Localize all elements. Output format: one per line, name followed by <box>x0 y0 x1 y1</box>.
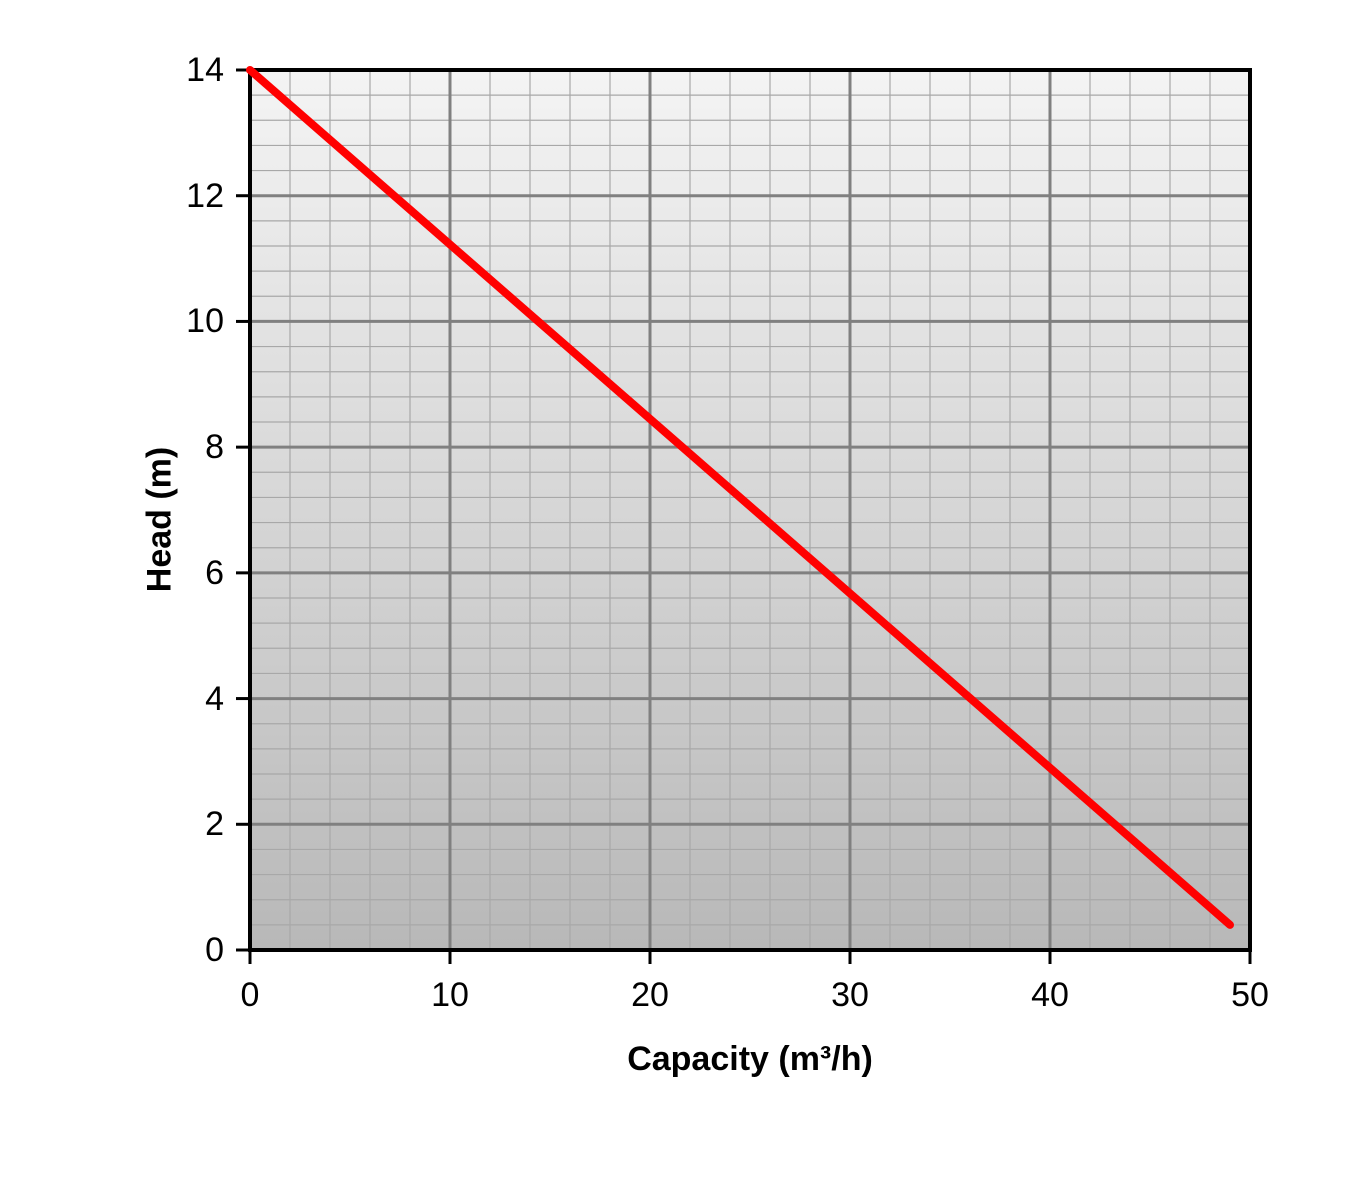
x-axis-label: Capacity (m³/h) <box>550 1040 950 1079</box>
pump-curve-chart: Head (m) Capacity (m³/h) 01020304050 024… <box>50 60 1310 1140</box>
y-tick-label: 14 <box>160 51 224 90</box>
y-tick-label: 0 <box>160 931 224 970</box>
y-tick-label: 6 <box>160 554 224 593</box>
x-tick-label: 30 <box>820 976 880 1015</box>
plot-area <box>250 70 1250 950</box>
y-tick-label: 12 <box>160 177 224 216</box>
page: Head (m) Capacity (m³/h) 01020304050 024… <box>0 0 1360 1200</box>
x-tick-label: 0 <box>220 976 280 1015</box>
y-tick-label: 2 <box>160 805 224 844</box>
x-tick-label: 50 <box>1220 976 1280 1015</box>
y-tick-label: 10 <box>160 302 224 341</box>
x-tick-label: 10 <box>420 976 480 1015</box>
x-tick-label: 40 <box>1020 976 1080 1015</box>
x-tick-label: 20 <box>620 976 680 1015</box>
y-tick-label: 4 <box>160 680 224 719</box>
y-tick-label: 8 <box>160 428 224 467</box>
